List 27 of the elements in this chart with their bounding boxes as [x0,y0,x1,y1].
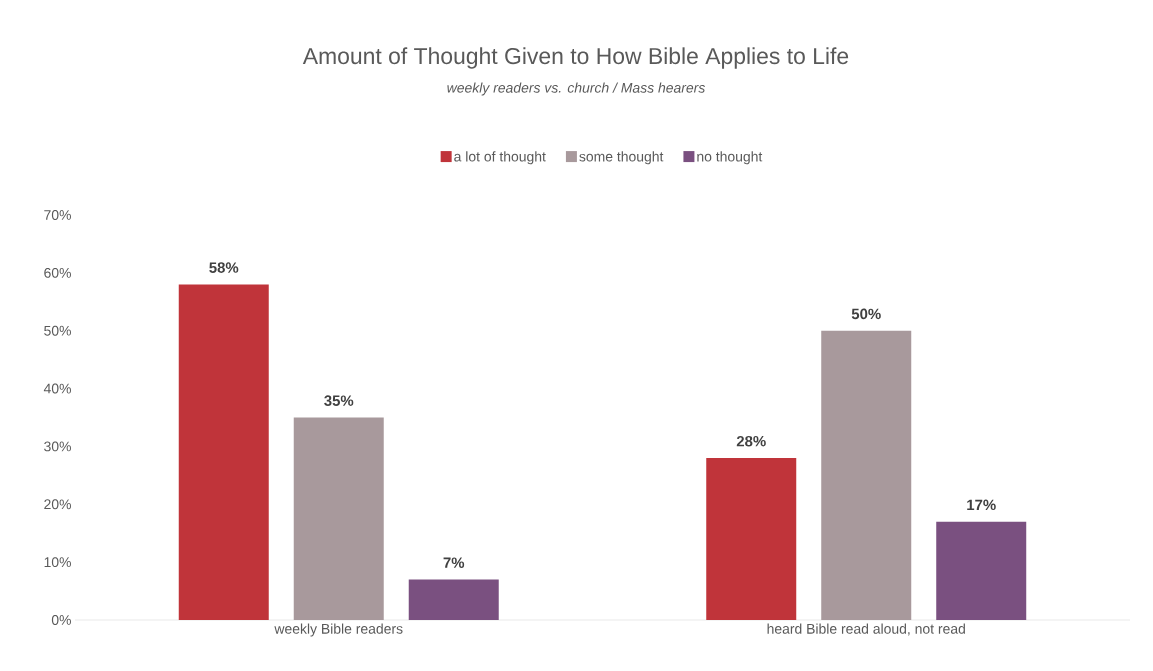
data-label: 58% [209,262,239,273]
bar [936,521,1027,620]
chart-subtitle: weekly readers vs. church / Mass hearers [447,82,705,96]
y-tick-label: 50% [44,325,71,336]
legend-label: a lot of thought [454,151,546,165]
y-tick-label: 70% [44,210,71,220]
legend-label: no thought [697,151,763,165]
y-tick-label: 30% [44,441,71,452]
bar [178,284,269,620]
chart-title: Amount of Thought Given to How Bible Applies to Life [302,47,849,69]
bar [706,458,797,620]
legend-label: some thought [579,151,664,165]
y-tick-label: 0% [51,615,71,625]
x-tick-label: weekly Bible readers [274,623,403,637]
data-label: 28% [736,435,766,447]
bar [821,330,912,620]
x-tick-label: heard Bible read aloud, not read [767,623,965,636]
data-label: 50% [851,308,881,320]
data-label: 17% [967,499,996,511]
y-tick-label: 20% [44,499,71,510]
bar [293,417,384,620]
y-tick-label: 40% [43,383,71,394]
data-label: 35% [324,395,354,406]
y-tick-label: 60% [44,267,71,278]
data-label: 7% [443,557,465,568]
y-tick-label: 10% [44,557,71,568]
bar [408,579,499,620]
